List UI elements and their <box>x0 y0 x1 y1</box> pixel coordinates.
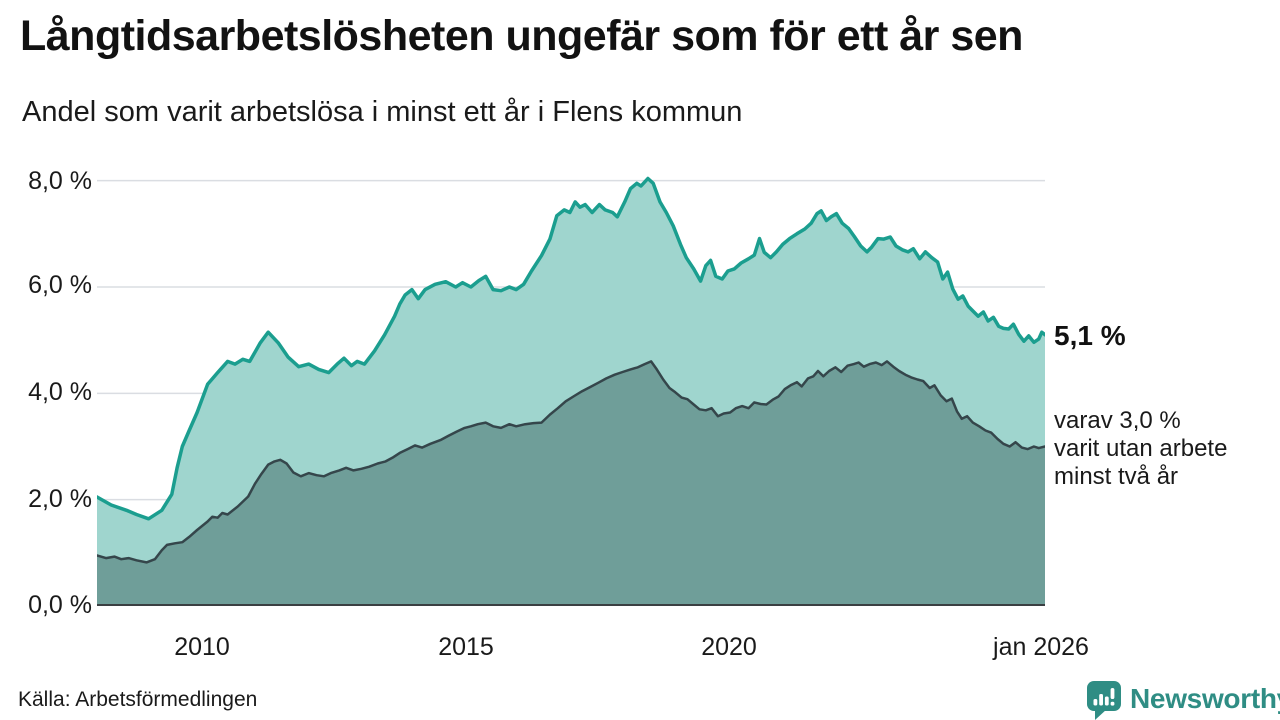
varav-line-2: varit utan arbete <box>1054 435 1228 462</box>
source-note: Källa: Arbetsförmedlingen <box>18 688 258 711</box>
y-tick-8: 8,0 % <box>28 167 92 195</box>
varav-line-1: varav 3,0 % <box>1054 407 1181 434</box>
area-chart <box>95 176 1047 606</box>
x-tick-2010: 2010 <box>174 633 230 661</box>
newsworthy-bubble-barchart-icon <box>1087 681 1121 720</box>
plot-area <box>95 170 1047 606</box>
page-title: Långtidsarbetslösheten ungefär som för e… <box>20 12 1023 60</box>
x-tick-jan2026: jan 2026 <box>993 633 1089 661</box>
latest-value-label: 5,1 % <box>1054 320 1126 351</box>
y-tick-6: 6,0 % <box>28 271 92 299</box>
varav-annotation: varav 3,0 % varit utan arbete minst två … <box>1054 407 1227 491</box>
newsworthy-logo: Newsworthy <box>1086 680 1280 720</box>
x-tick-2020: 2020 <box>701 633 757 661</box>
varav-line-3: minst två år <box>1054 463 1179 490</box>
y-tick-4: 4,0 % <box>28 378 92 406</box>
chart-subtitle: Andel som varit arbetslösa i minst ett å… <box>22 96 743 128</box>
x-tick-2015: 2015 <box>438 633 494 661</box>
y-tick-0: 0,0 % <box>28 591 92 619</box>
y-tick-2: 2,0 % <box>28 485 92 513</box>
newsworthy-logo-text: Newsworthy <box>1130 683 1280 714</box>
